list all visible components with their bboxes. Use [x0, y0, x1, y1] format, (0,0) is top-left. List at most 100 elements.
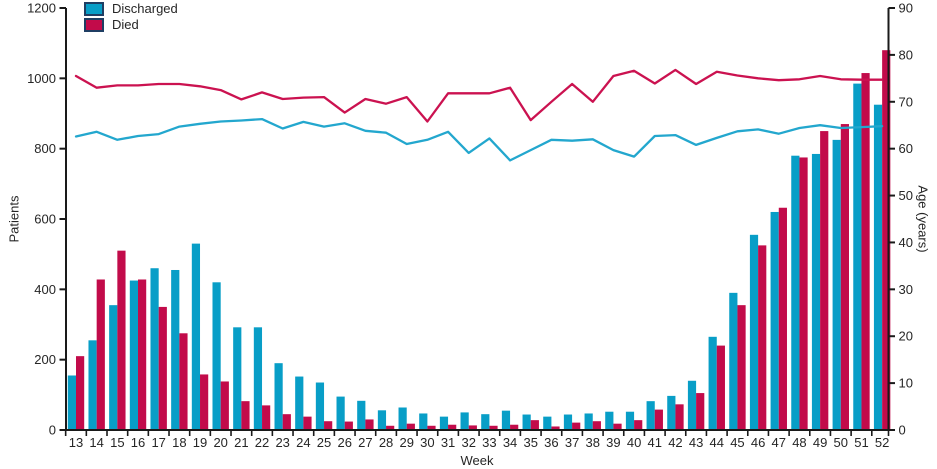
x-tick-label-32: 32: [461, 435, 475, 450]
x-tick-label-19: 19: [193, 435, 207, 450]
legend-item-discharged: Discharged: [84, 2, 178, 16]
bar-died-week-37: [572, 422, 581, 430]
x-tick-label-49: 49: [813, 435, 827, 450]
bar-discharged-week-37: [563, 414, 573, 430]
bar-discharged-week-18: [171, 269, 180, 430]
bar-discharged-week-19: [191, 243, 201, 430]
bar-died-week-27: [365, 419, 374, 430]
right-tick-label-20: 20: [899, 329, 913, 344]
x-tick-label-35: 35: [524, 435, 538, 450]
bar-died-week-21: [241, 401, 250, 430]
bar-discharged-week-32: [460, 412, 469, 430]
line-discharged-mean-age: [74, 117, 884, 162]
left-tick-label-1200: 1200: [27, 1, 56, 16]
bar-died-week-33: [489, 425, 498, 430]
bar-discharged-week-26: [336, 396, 345, 430]
x-tick-label-46: 46: [751, 435, 765, 450]
x-tick-label-23: 23: [275, 435, 289, 450]
left-tick-label-200: 200: [34, 352, 56, 367]
bar-died-week-22: [262, 405, 271, 430]
bar-died-week-34: [510, 424, 519, 430]
x-tick-label-39: 39: [606, 435, 620, 450]
right-tick-label-70: 70: [899, 94, 913, 109]
bar-died-week-48: [799, 157, 808, 431]
bar-discharged-week-52: [873, 104, 883, 430]
left-tick-label-800: 800: [34, 141, 56, 156]
right-tick-label-0: 0: [899, 423, 906, 438]
left-tick-label-0: 0: [49, 423, 56, 438]
bar-discharged-week-13: [67, 375, 76, 430]
bar-discharged-week-40: [625, 411, 635, 430]
bar-died-week-19: [200, 374, 209, 430]
x-tick-label-30: 30: [420, 435, 434, 450]
x-tick-label-33: 33: [482, 435, 496, 450]
x-tick-label-50: 50: [834, 435, 848, 450]
bar-died-week-39: [613, 423, 622, 430]
bar-discharged-week-23: [274, 363, 283, 430]
x-tick-label-22: 22: [255, 435, 269, 450]
bar-died-week-49: [820, 131, 829, 431]
x-tick-label-41: 41: [648, 435, 662, 450]
bar-died-week-32: [468, 425, 477, 430]
x-tick-label-42: 42: [668, 435, 682, 450]
bar-discharged-week-25: [315, 382, 325, 430]
bar-discharged-week-46: [749, 234, 759, 430]
x-tick-label-20: 20: [213, 435, 227, 450]
bar-discharged-week-24: [295, 376, 304, 430]
bar-died-week-52: [882, 50, 891, 430]
y-axis-title-left: Patients: [6, 195, 22, 243]
bar-discharged-week-41: [646, 401, 655, 430]
bar-died-week-25: [324, 421, 333, 430]
left-tick-label-600: 600: [34, 212, 56, 227]
bar-discharged-week-39: [605, 411, 614, 430]
right-tick-label-10: 10: [899, 376, 913, 391]
x-tick-label-44: 44: [710, 435, 724, 450]
bar-discharged-week-14: [88, 340, 97, 430]
bar-discharged-week-38: [584, 413, 593, 430]
x-tick-label-36: 36: [544, 435, 558, 450]
bar-discharged-week-43: [687, 380, 697, 430]
died-swatch: [84, 18, 104, 32]
x-tick-label-13: 13: [69, 435, 83, 450]
bar-discharged-week-51: [853, 83, 862, 430]
bar-died-week-50: [840, 124, 849, 431]
right-tick-label-40: 40: [899, 235, 913, 250]
bar-discharged-week-45: [729, 292, 738, 430]
right-tick-label-30: 30: [899, 282, 913, 297]
x-tick-label-28: 28: [379, 435, 393, 450]
x-tick-label-15: 15: [110, 435, 124, 450]
x-tick-label-34: 34: [503, 435, 517, 450]
bar-died-week-51: [861, 73, 870, 430]
bar-discharged-week-27: [357, 400, 366, 430]
bar-discharged-week-30: [419, 413, 428, 430]
x-tick-label-27: 27: [358, 435, 372, 450]
bar-died-week-46: [758, 245, 767, 430]
bar-died-week-23: [282, 414, 291, 430]
x-tick-label-40: 40: [627, 435, 641, 450]
bar-died-week-31: [448, 424, 457, 430]
bar-died-week-42: [675, 404, 684, 430]
bar-discharged-week-42: [667, 395, 676, 430]
legend-label-discharged: Discharged: [112, 1, 178, 16]
bar-discharged-week-49: [811, 153, 821, 431]
bar-discharged-week-47: [770, 211, 779, 430]
x-tick-label-31: 31: [441, 435, 455, 450]
bar-died-week-15: [117, 250, 126, 430]
right-tick-label-80: 80: [899, 47, 913, 62]
x-tick-label-29: 29: [399, 435, 413, 450]
bar-died-week-45: [737, 305, 746, 430]
bar-died-week-13: [76, 356, 85, 430]
bar-died-week-41: [654, 409, 663, 430]
bar-died-week-35: [530, 420, 539, 430]
bar-died-week-38: [592, 421, 601, 430]
x-tick-label-38: 38: [586, 435, 600, 450]
bar-discharged-week-35: [522, 414, 531, 430]
x-tick-label-16: 16: [131, 435, 145, 450]
line-died-mean-age: [74, 68, 884, 123]
bar-died-week-24: [303, 416, 312, 430]
x-tick-label-14: 14: [89, 435, 103, 450]
bar-died-week-14: [96, 279, 105, 430]
discharged-swatch: [84, 2, 104, 16]
